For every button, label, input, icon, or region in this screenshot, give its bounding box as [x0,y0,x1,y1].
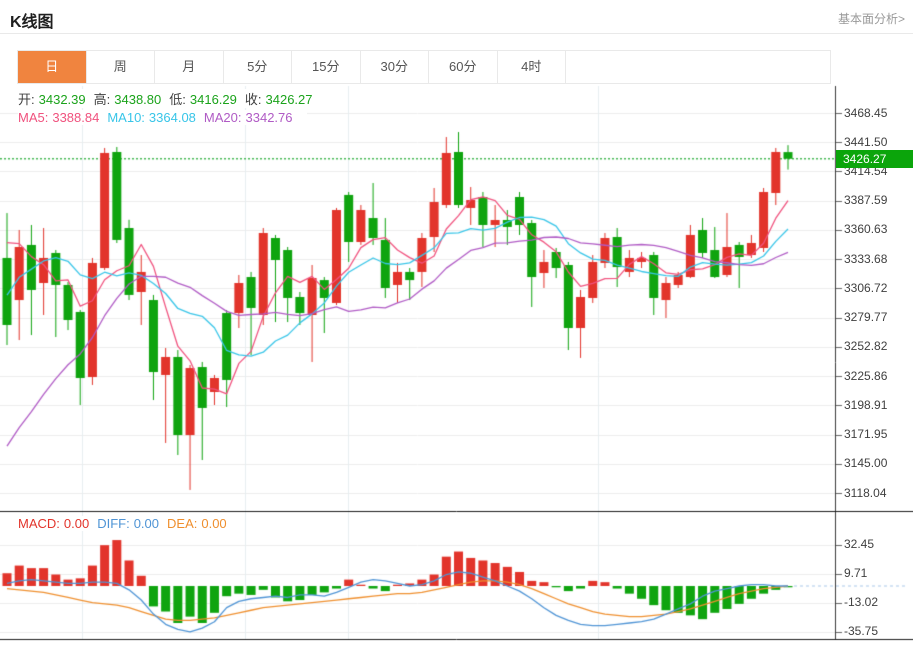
period-tabs: 日周月 5分 15分 30分 60分 4时 [17,50,831,84]
ma-legend-item: MA20: 3342.76 [203,110,293,125]
main-y-tick: 3118.04 [844,485,887,500]
header-divider [0,33,913,34]
period-tab-4时[interactable]: 4时 [498,51,566,83]
ohlc-legend: 开: 3432.39 高: 3438.80 低: 3416.29 收: 3426.27 [18,89,327,108]
main-y-tick: 3198.91 [844,397,888,412]
macd-y-tick: -13.02 [844,595,879,610]
main-y-tick: 3333.68 [844,251,888,266]
macd-legend-item: DIFF: 0.00 [97,516,160,531]
main-y-tick: 3225.86 [844,368,888,383]
period-tab-30分[interactable]: 30分 [361,51,429,83]
main-y-tick: 3306.72 [844,280,888,295]
ma-legend-item: MA5: 3388.84 [18,110,100,125]
period-tab-60分[interactable]: 60分 [429,51,498,83]
ohlc-legend-item: 高: 3438.80 [93,92,162,107]
period-tab-月[interactable]: 月 [155,51,224,83]
main-y-tick: 3387.59 [844,193,888,208]
macd-y-tick: 9.71 [844,566,868,581]
macd-legend-item: MACD: 0.00 [18,516,90,531]
period-tab-周[interactable]: 周 [87,51,155,83]
macd-y-tick: -35.75 [844,624,879,639]
main-y-tick: 3468.45 [844,105,888,120]
main-y-tick: 3441.50 [844,134,888,149]
main-y-tick: 3360.63 [844,222,888,237]
ma-legend: MA5: 3388.84 MA10: 3364.08 MA20: 3342.76 [18,110,307,125]
ohlc-legend-item: 开: 3432.39 [18,92,86,107]
main-y-tick: 3252.82 [844,339,888,354]
fundamental-analysis-link[interactable]: 基本面分析> [837,12,905,26]
period-tab-15分[interactable]: 15分 [292,51,361,83]
main-y-tick: 3145.00 [844,456,888,471]
period-tab-5分[interactable]: 5分 [224,51,292,83]
ohlc-legend-item: 收: 3426.27 [244,92,313,107]
ma-legend-item: MA10: 3364.08 [107,110,196,125]
main-y-tick: 3171.95 [844,427,888,442]
macd-legend-item: DEA: 0.00 [167,516,227,531]
main-y-tick: 3279.77 [844,310,888,325]
page-title: K线图 [10,14,54,31]
macd-y-tick: 32.45 [844,537,875,552]
macd-legend: MACD: 0.00 DIFF: 0.00 DEA: 0.00 [18,516,241,531]
period-tab-日[interactable]: 日 [18,51,87,83]
ohlc-legend-item: 低: 3416.29 [169,92,237,107]
current-price-tag: 3426.27 [836,149,913,168]
